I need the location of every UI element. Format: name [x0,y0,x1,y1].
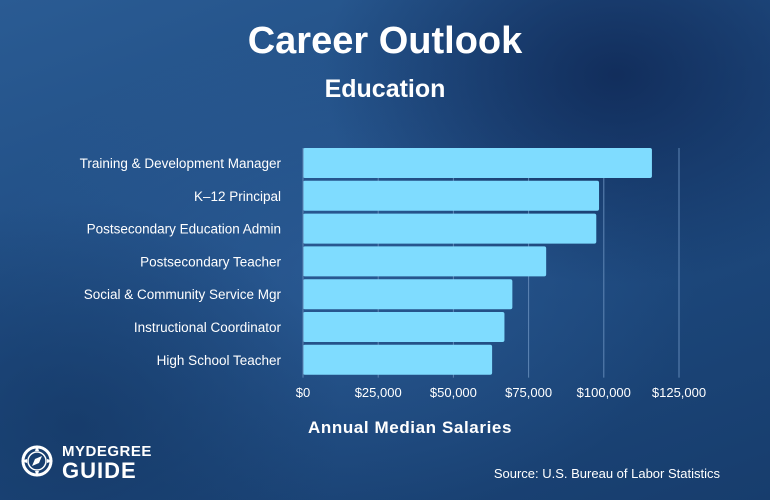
bar-0 [303,148,652,178]
category-label-0: Training & Development Manager [80,156,282,171]
category-label-1: K–12 Principal [194,189,281,204]
x-axis-title: Annual Median Salaries [308,418,512,437]
bar-6 [303,344,493,375]
bar-4 [303,279,513,310]
x-tick-label-5: $125,000 [652,385,706,400]
bar-5 [303,312,505,342]
category-label-2: Postsecondary Education Admin [87,222,281,237]
category-label-5: Instructional Coordinator [134,320,282,335]
mydegreeguide-logo: MYDEGREE GUIDE [18,440,158,484]
x-tick-label-0: $0 [296,385,310,400]
source-note: Source: U.S. Bureau of Labor Statistics [493,466,720,481]
logo-text-bottom: GUIDE [62,458,137,483]
x-tick-label-1: $25,000 [355,385,402,400]
compass-icon [21,445,53,477]
x-tick-label-4: $100,000 [577,385,631,400]
logo-text-top: MYDEGREE [62,443,152,460]
category-label-4: Social & Community Service Mgr [84,287,282,302]
category-label-3: Postsecondary Teacher [140,254,281,269]
x-tick-label-3: $75,000 [505,385,552,400]
chart-title: Career Outlook [247,20,523,62]
bar-3 [303,246,547,277]
chart-subtitle: Education [324,75,446,103]
category-label-6: High School Teacher [157,353,282,368]
bar-1 [303,180,600,211]
bar-2 [303,213,597,244]
x-tick-label-2: $50,000 [430,385,477,400]
